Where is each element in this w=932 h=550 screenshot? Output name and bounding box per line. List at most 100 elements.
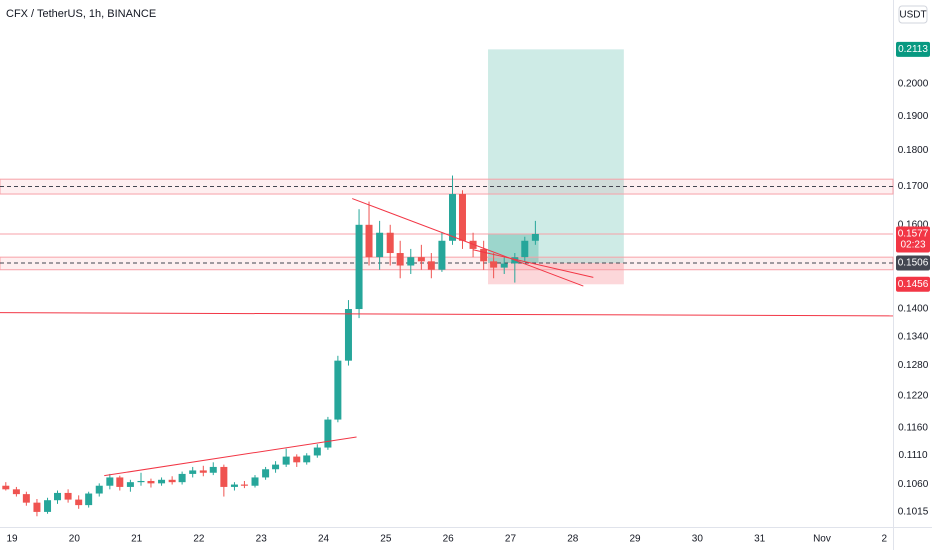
x-tick-label: 2 xyxy=(881,534,887,545)
candle-body xyxy=(230,484,238,487)
target-zone xyxy=(488,49,624,263)
x-tick-label: 24 xyxy=(318,534,330,545)
candle-body xyxy=(220,466,228,487)
trend-line xyxy=(104,436,357,477)
candle-body xyxy=(272,464,280,470)
candle-body xyxy=(22,494,30,503)
candle-body xyxy=(293,456,301,463)
y-tick-label: 0.1015 xyxy=(898,507,929,518)
candle-body xyxy=(490,261,498,268)
candle-body xyxy=(303,455,311,463)
price-tag xyxy=(896,255,930,271)
candle-body xyxy=(427,261,435,270)
candle-body xyxy=(75,499,83,506)
candle-body xyxy=(449,194,457,241)
trend-line xyxy=(0,312,894,317)
x-tick-label: 21 xyxy=(131,534,143,545)
candle-body xyxy=(158,479,166,484)
y-tick-label: 0.1110 xyxy=(898,450,928,461)
x-tick-label: 29 xyxy=(629,534,641,545)
y-tick-label: 0.1280 xyxy=(898,360,929,371)
candle-body xyxy=(355,224,363,310)
trend-line xyxy=(472,249,594,278)
price-tag xyxy=(896,276,930,292)
price-tag-label: 0.2113 xyxy=(898,44,928,55)
candle-body xyxy=(137,480,145,483)
candle-body xyxy=(480,248,488,262)
candle-body xyxy=(12,489,20,495)
y-tick-label: 0.1800 xyxy=(898,145,929,156)
price-tag-label: 0.1506 xyxy=(898,258,929,269)
candle-body xyxy=(438,240,446,270)
candle-body xyxy=(44,500,52,512)
candle-body xyxy=(64,492,72,500)
candle-body xyxy=(251,477,259,486)
price-tag-label: 0.1577 xyxy=(898,229,929,240)
drawings-front xyxy=(0,198,894,477)
y-tick-label: 0.1600 xyxy=(898,219,929,230)
candle-body xyxy=(116,477,124,487)
candle-body xyxy=(417,257,425,262)
candle-body xyxy=(54,492,62,501)
drawings-back xyxy=(0,49,894,285)
candle-body xyxy=(386,232,394,254)
candle-body xyxy=(199,470,207,473)
candle-body xyxy=(126,482,134,487)
price-tag xyxy=(896,226,930,253)
y-tick-label: 0.1220 xyxy=(898,390,929,401)
x-tick-label: 19 xyxy=(6,534,18,545)
x-tick-label: 25 xyxy=(380,534,392,545)
y-tick-label: 0.2000 xyxy=(898,79,929,90)
candles xyxy=(2,175,539,517)
x-tick-label: 23 xyxy=(256,534,268,545)
chart-title: CFX / TetherUS, 1h, BINANCE xyxy=(6,8,156,20)
candle-body xyxy=(282,456,290,465)
candle-body xyxy=(334,360,342,420)
candle-body xyxy=(168,479,176,483)
candle-body xyxy=(458,194,466,241)
countdown-label: 02:23 xyxy=(900,240,925,251)
x-tick-label: 20 xyxy=(69,534,81,545)
x-tick-label: 31 xyxy=(754,534,766,545)
candle-body xyxy=(469,240,477,249)
candle-body xyxy=(178,473,186,483)
y-tick-label: 0.1400 xyxy=(898,304,929,315)
candle-body xyxy=(396,253,404,266)
price-tag-label: 0.1456 xyxy=(898,279,929,290)
currency-label[interactable]: USDT xyxy=(899,10,926,21)
candle-body xyxy=(500,263,508,268)
candle-body xyxy=(95,485,103,494)
candle-body xyxy=(147,480,155,484)
x-tick-label: 27 xyxy=(505,534,517,545)
y-tick-label: 0.1160 xyxy=(898,422,928,433)
candle-body xyxy=(33,502,41,512)
candle-body xyxy=(189,470,197,474)
x-tick-label: Nov xyxy=(813,534,831,545)
candle-body xyxy=(324,419,332,448)
currency-button[interactable] xyxy=(898,5,928,24)
x-tick-label: 22 xyxy=(193,534,205,545)
candle-body xyxy=(240,484,248,486)
y-tick-label: 0.1340 xyxy=(898,331,929,342)
trend-line xyxy=(352,198,584,287)
candle-body xyxy=(106,477,114,486)
candle-body xyxy=(531,233,539,241)
axes: 0.1015 0.1060 0.1110 0.1160 0.1220 0.1280 0.13… xyxy=(6,41,930,545)
y-tick-label: 0.1060 xyxy=(898,479,929,490)
y-tick-label: 0.1700 xyxy=(898,181,929,192)
price-tag xyxy=(896,41,930,57)
candle-body xyxy=(2,485,10,490)
x-tick-label: 30 xyxy=(692,534,704,545)
y-tick-label: 0.1900 xyxy=(898,111,929,122)
candle-body xyxy=(521,240,529,258)
candle-body xyxy=(262,469,270,478)
x-tick-label: 28 xyxy=(567,534,579,545)
candle-body xyxy=(407,257,415,266)
candle-body xyxy=(344,309,352,361)
stop-zone xyxy=(488,262,624,285)
x-tick-label: 26 xyxy=(443,534,455,545)
candle-body xyxy=(85,493,93,506)
candle-body xyxy=(209,466,217,473)
